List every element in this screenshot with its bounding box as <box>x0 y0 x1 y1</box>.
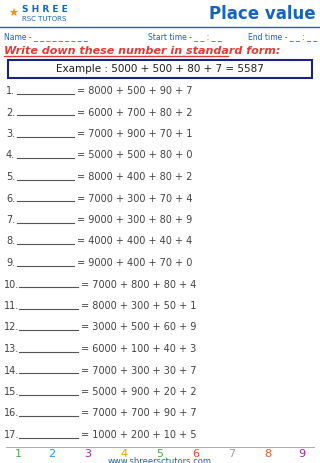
Text: = 7000 + 300 + 70 + 4: = 7000 + 300 + 70 + 4 <box>77 194 193 204</box>
Text: 4: 4 <box>120 449 128 459</box>
Text: Place value: Place value <box>209 5 316 23</box>
Text: End time - _ _ : _ _: End time - _ _ : _ _ <box>248 32 317 42</box>
Text: 6.: 6. <box>6 194 15 204</box>
Text: 3.: 3. <box>6 129 15 139</box>
Text: = 8000 + 400 + 80 + 2: = 8000 + 400 + 80 + 2 <box>77 172 192 182</box>
Text: = 3000 + 500 + 60 + 9: = 3000 + 500 + 60 + 9 <box>81 323 196 332</box>
Text: Example : 5000 + 500 + 80 + 7 = 5587: Example : 5000 + 500 + 80 + 7 = 5587 <box>56 64 264 74</box>
Text: 8.: 8. <box>6 237 15 246</box>
Text: 8: 8 <box>264 449 272 459</box>
Text: 13.: 13. <box>4 344 19 354</box>
Text: 1: 1 <box>14 449 21 459</box>
Text: 2: 2 <box>48 449 56 459</box>
Text: = 6000 + 100 + 40 + 3: = 6000 + 100 + 40 + 3 <box>81 344 196 354</box>
Text: 3: 3 <box>84 449 92 459</box>
Text: Start time - _ _ : _ _: Start time - _ _ : _ _ <box>148 32 222 42</box>
Text: = 7000 + 300 + 30 + 7: = 7000 + 300 + 30 + 7 <box>81 365 196 375</box>
Text: www.shreersctutors.com: www.shreersctutors.com <box>108 457 212 463</box>
FancyBboxPatch shape <box>8 60 312 78</box>
Text: 11.: 11. <box>4 301 19 311</box>
Text: ★: ★ <box>8 9 18 19</box>
Text: RSC TUTORS: RSC TUTORS <box>22 16 66 22</box>
Text: 12.: 12. <box>4 323 20 332</box>
Text: = 4000 + 400 + 40 + 4: = 4000 + 400 + 40 + 4 <box>77 237 192 246</box>
Text: = 7000 + 800 + 80 + 4: = 7000 + 800 + 80 + 4 <box>81 280 196 289</box>
Text: = 8000 + 300 + 50 + 1: = 8000 + 300 + 50 + 1 <box>81 301 196 311</box>
Text: 16.: 16. <box>4 408 19 419</box>
Text: 5: 5 <box>156 449 164 459</box>
Text: 9: 9 <box>299 449 306 459</box>
Text: = 5000 + 500 + 80 + 0: = 5000 + 500 + 80 + 0 <box>77 150 193 161</box>
Text: S H R E E: S H R E E <box>22 6 68 14</box>
Text: = 5000 + 900 + 20 + 2: = 5000 + 900 + 20 + 2 <box>81 387 196 397</box>
Text: Name - _ _ _ _ _ _ _ _ _: Name - _ _ _ _ _ _ _ _ _ <box>4 32 88 42</box>
Text: Write down these number in standard form:: Write down these number in standard form… <box>4 46 280 56</box>
Text: = 1000 + 200 + 10 + 5: = 1000 + 200 + 10 + 5 <box>81 430 196 440</box>
Text: = 6000 + 700 + 80 + 2: = 6000 + 700 + 80 + 2 <box>77 107 193 118</box>
Text: = 7000 + 900 + 70 + 1: = 7000 + 900 + 70 + 1 <box>77 129 193 139</box>
Text: = 9000 + 300 + 80 + 9: = 9000 + 300 + 80 + 9 <box>77 215 192 225</box>
Text: 5.: 5. <box>6 172 15 182</box>
Text: 14.: 14. <box>4 365 19 375</box>
Text: = 7000 + 700 + 90 + 7: = 7000 + 700 + 90 + 7 <box>81 408 196 419</box>
Text: 6: 6 <box>193 449 199 459</box>
Text: 7: 7 <box>228 449 236 459</box>
Text: 7.: 7. <box>6 215 15 225</box>
Text: 2.: 2. <box>6 107 15 118</box>
Text: 17.: 17. <box>4 430 20 440</box>
Text: = 8000 + 500 + 90 + 7: = 8000 + 500 + 90 + 7 <box>77 86 193 96</box>
Text: 9.: 9. <box>6 258 15 268</box>
Text: 1.: 1. <box>6 86 15 96</box>
Text: 15.: 15. <box>4 387 20 397</box>
Text: 10.: 10. <box>4 280 19 289</box>
Text: 4.: 4. <box>6 150 15 161</box>
Text: = 9000 + 400 + 70 + 0: = 9000 + 400 + 70 + 0 <box>77 258 192 268</box>
